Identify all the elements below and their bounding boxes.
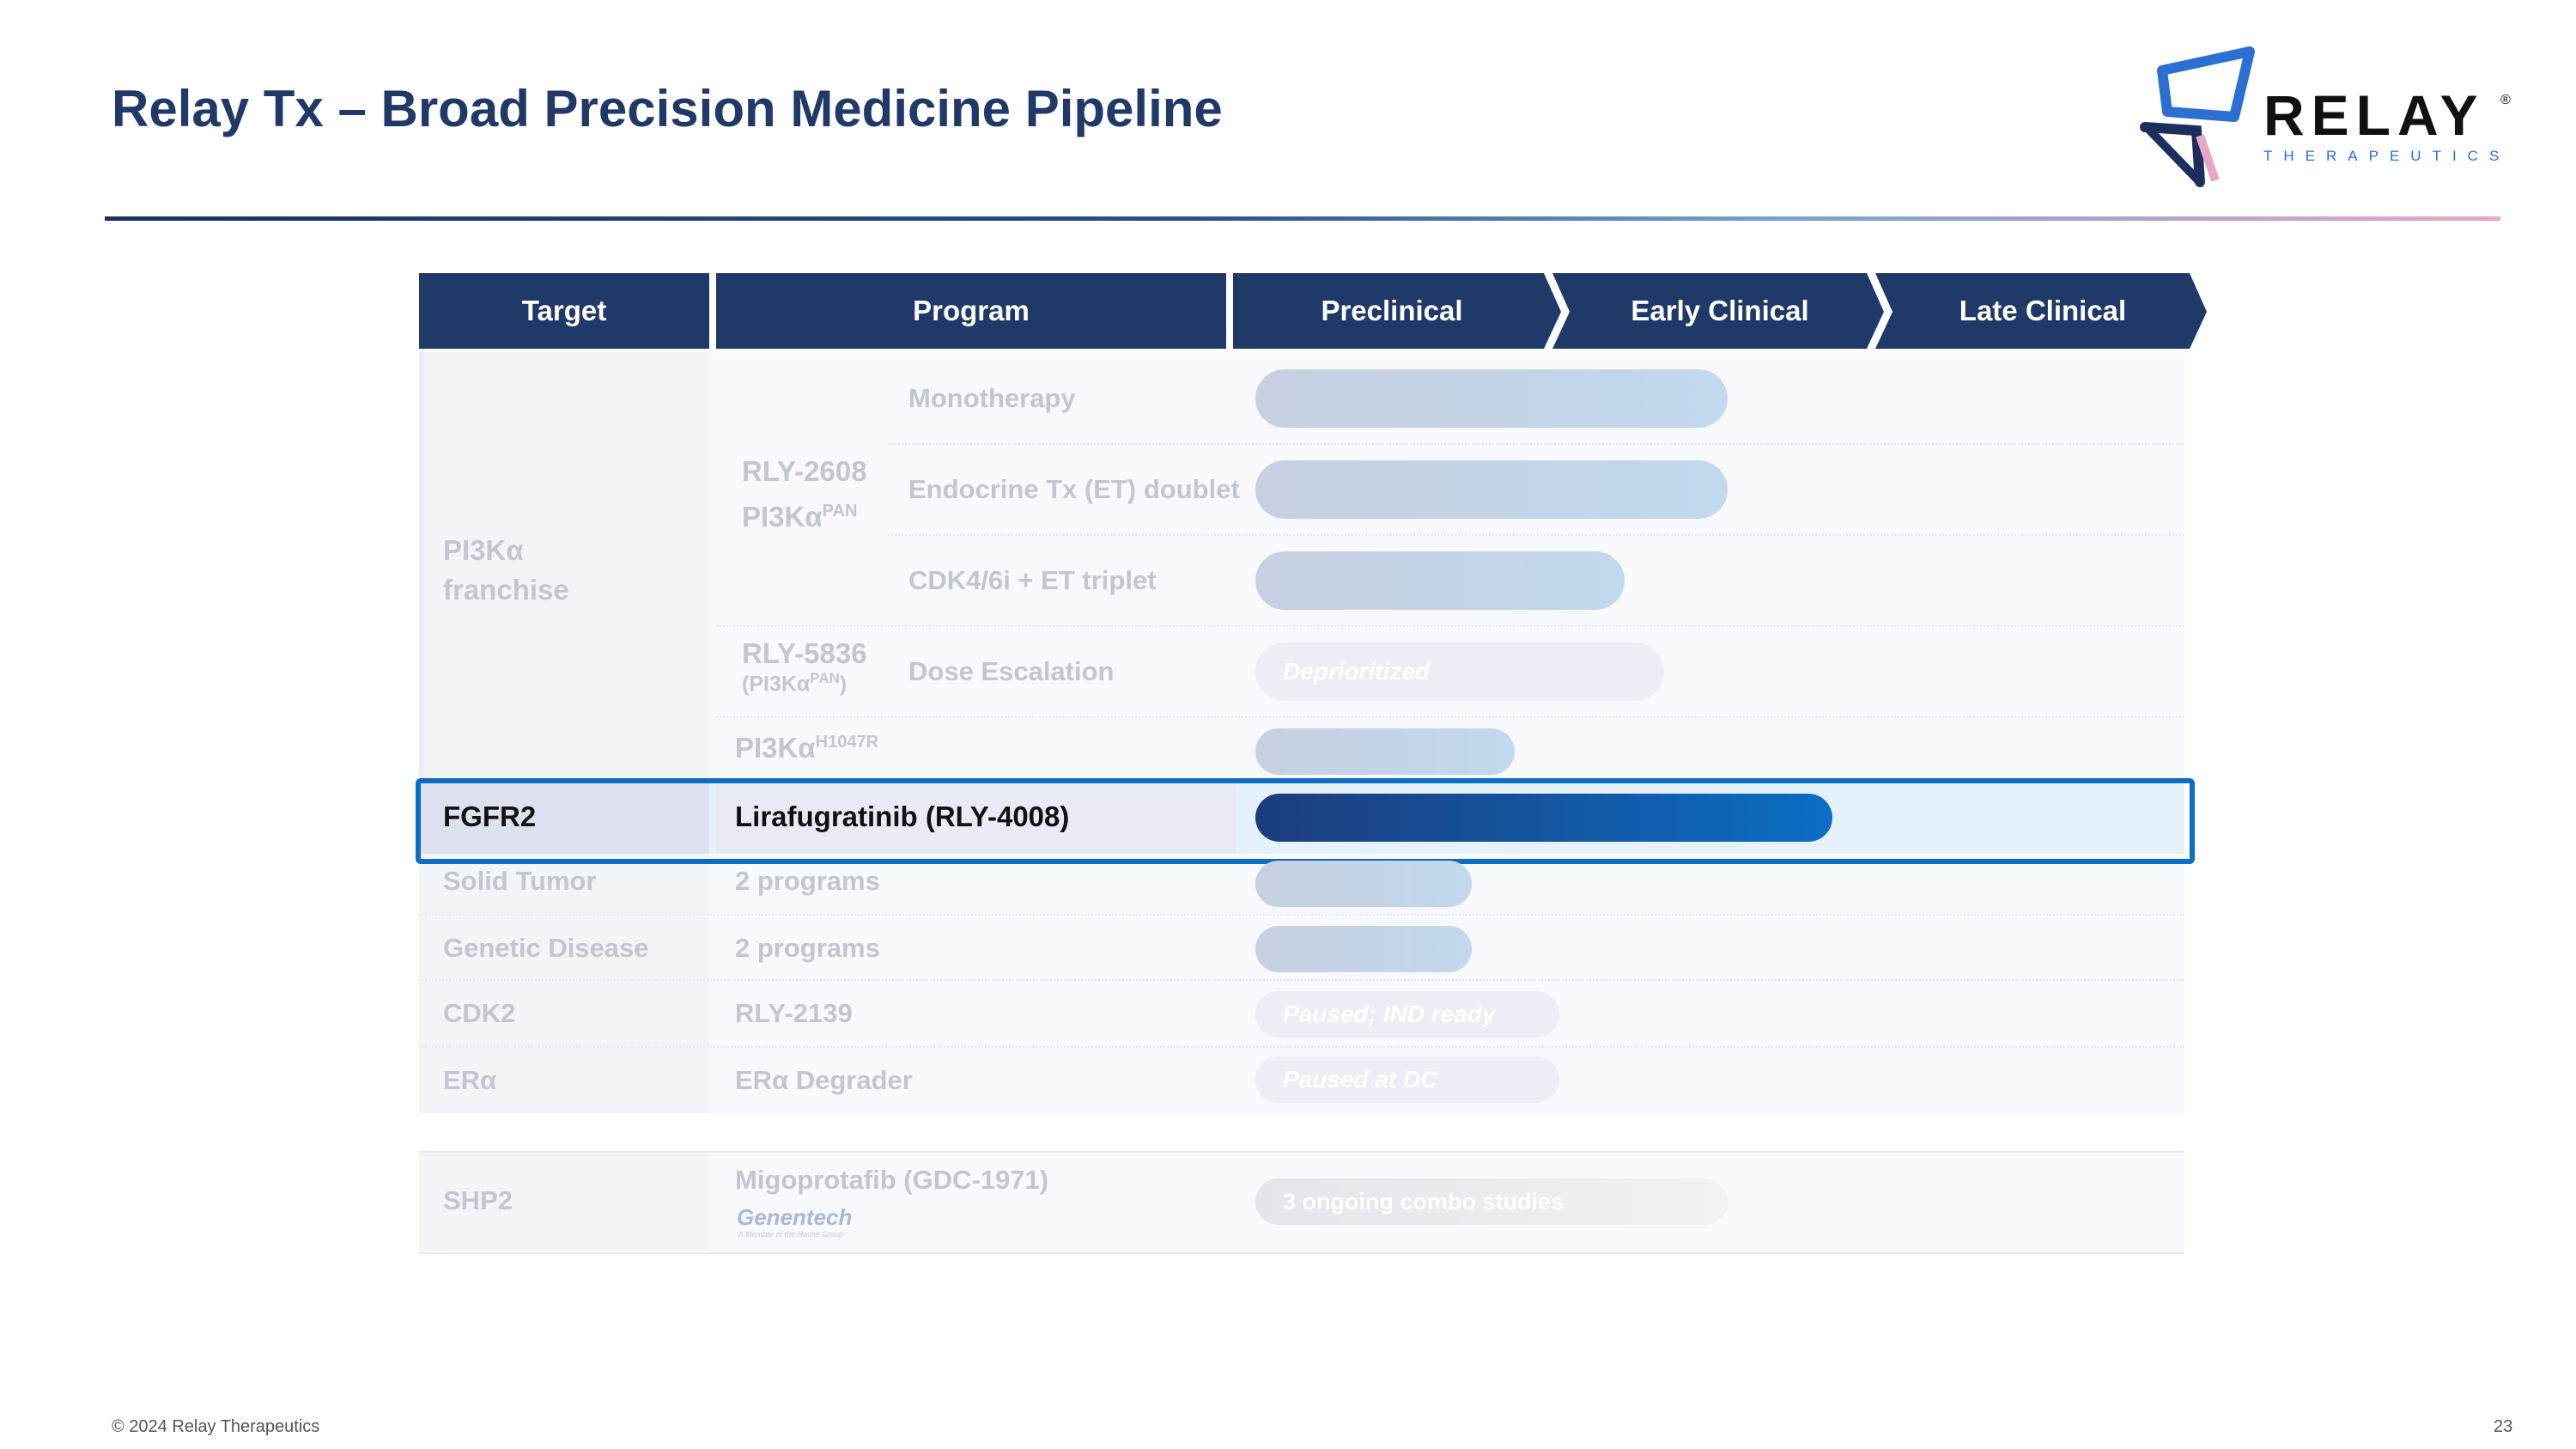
fgfr2-program: Lirafugratinib (RLY-4008): [735, 801, 1070, 832]
indication-dose-escalation: Dose Escalation: [908, 656, 1115, 686]
solid-target: Solid Tumor: [443, 866, 597, 896]
era-program: ERα Degrader: [735, 1065, 913, 1095]
pi3k-target: PI3Kα franchise: [443, 534, 569, 606]
shp2-target-bg: [419, 1153, 709, 1251]
page-number: 23: [2494, 1417, 2513, 1436]
status-era: Paused at DC: [1255, 1056, 1559, 1103]
h1047r-program: PI3KαH1047R: [735, 732, 879, 764]
fgfr2-program-bg: [716, 783, 1236, 854]
rly2608-program: RLY-2608 PI3KαPAN: [742, 455, 867, 533]
bar-fgfr2: [1255, 794, 1832, 842]
relay-logo-mark-icon: [2140, 46, 2255, 187]
table-left-border: [419, 352, 424, 782]
phase-chevrons: [1233, 273, 2207, 349]
header-early-clinical: Early Clinical: [1631, 295, 1809, 326]
logo-wordmark: RELAY: [2263, 83, 2485, 147]
bar-solid: [1255, 861, 1472, 907]
status-deprioritized: Deprioritized: [1255, 642, 1664, 701]
indication-monotherapy: Monotherapy: [908, 383, 1076, 413]
era-target: ERα: [443, 1065, 497, 1095]
fgfr2-target-bg: [419, 783, 709, 854]
logo-subtitle: THERAPEUTICS: [2263, 148, 2511, 164]
bar-monotherapy: [1255, 369, 1728, 428]
footer-copyright: © 2024 Relay Therapeutics: [112, 1417, 320, 1436]
page-title: Relay Tx – Broad Precision Medicine Pipe…: [112, 80, 1223, 137]
status-shp2: 3 ongoing combo studies: [1255, 1178, 1728, 1225]
bar-genetic: [1255, 926, 1472, 972]
genetic-target: Genetic Disease: [443, 933, 649, 963]
genentech-logo: Genentech: [737, 1204, 853, 1230]
cdk2-program: RLY-2139: [735, 998, 853, 1028]
header-target: Target: [419, 273, 709, 349]
shp2-program: Migoprotafib (GDC-1971): [735, 1165, 1049, 1195]
target-column-bg: [419, 352, 709, 1113]
cdk2-target: CDK2: [443, 998, 516, 1028]
header-late-clinical: Late Clinical: [1959, 295, 2127, 326]
fgfr2-highlight-frame: [416, 778, 2195, 864]
status-cdk2: Paused; IND ready: [1255, 991, 1559, 1038]
bar-et-doublet: [1255, 460, 1728, 519]
solid-program: 2 programs: [735, 866, 880, 896]
logo-registered: ®: [2500, 93, 2511, 107]
indication-et-doublet: Endocrine Tx (ET) doublet: [908, 474, 1240, 504]
genentech-tagline: A Member of the Roche Group: [738, 1230, 844, 1239]
indication-cdk-triplet: CDK4/6i + ET triplet: [908, 565, 1157, 595]
header-program: Program: [716, 273, 1226, 349]
fgfr2-target: FGFR2: [443, 801, 537, 832]
header-preclinical: Preclinical: [1321, 295, 1463, 326]
genetic-program: 2 programs: [735, 933, 880, 963]
bar-cdk-triplet: [1255, 551, 1625, 610]
title-divider: [105, 216, 2500, 221]
shp2-target: SHP2: [443, 1185, 513, 1215]
bar-h1047r: [1255, 728, 1515, 775]
rly5836-program: RLY-5836 (PI3KαPAN): [742, 637, 867, 697]
